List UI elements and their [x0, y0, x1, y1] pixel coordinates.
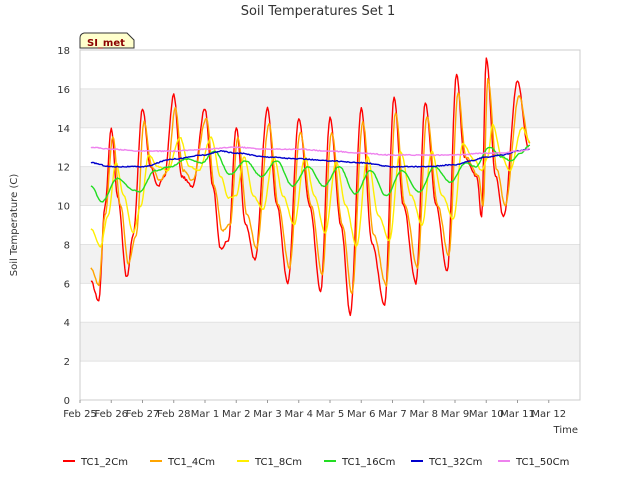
x-tick-label: Feb 25: [63, 409, 97, 420]
x-tick-label: Mar 8: [410, 409, 438, 420]
x-tick-label: Feb 28: [157, 409, 191, 420]
x-tick-label: Feb 27: [126, 409, 160, 420]
plot-band: [80, 361, 580, 400]
y-tick-label: 4: [64, 318, 70, 329]
x-tick-label: Mar 3: [253, 409, 281, 420]
plot-band: [80, 50, 580, 89]
plot-band: [80, 205, 580, 245]
y-tick-label: 2: [64, 357, 70, 368]
series-line-tc1-16cm: [90, 144, 531, 203]
badge-label: SI_met: [87, 38, 125, 49]
legend-label: TC1_32Cm: [428, 457, 482, 468]
badge-shape: [79, 32, 135, 49]
x-tick-label: Mar 9: [441, 409, 469, 420]
plot-band: [80, 88, 580, 128]
x-tick-label: Feb 26: [94, 409, 128, 420]
y-tick-label: 0: [64, 396, 70, 407]
x-axis-title: Time: [553, 425, 578, 436]
series-line-tc1-32cm: [90, 148, 530, 168]
x-tick-label: Mar 4: [285, 409, 313, 420]
y-tick-label: 6: [64, 279, 70, 290]
legend-label: TC1_50Cm: [515, 457, 569, 468]
y-axis-title: Soil Temperature (C): [9, 174, 20, 277]
x-tick-label: Mar 7: [378, 409, 406, 420]
plot-band: [80, 322, 580, 362]
legend-label: TC1_8Cm: [254, 457, 302, 468]
y-tick-label: 18: [57, 46, 70, 57]
legend-label: TC1_16Cm: [341, 457, 395, 468]
x-tick-label: Mar 10: [469, 409, 504, 420]
x-tick-label: Mar 6: [347, 409, 375, 420]
legend: TC1_2Cm TC1_4Cm TC1_8Cm TC1_16Cm TC1_32Cm TC1…: [63, 457, 569, 468]
series-line-tc1-50cm: [90, 146, 531, 157]
x-tick-label: Mar 12: [531, 409, 566, 420]
y-axis-ticks: 0 2 4 6 8 10 12 14 16 18: [57, 46, 70, 407]
y-tick-label: 14: [57, 124, 70, 135]
y-tick-label: 10: [57, 202, 70, 213]
plot-bands: [80, 50, 580, 400]
plot-band: [80, 283, 580, 323]
series-lines: [90, 57, 531, 317]
y-tick-label: 12: [57, 163, 70, 174]
x-tick-label: Mar 2: [222, 409, 250, 420]
y-tick-label: 8: [64, 240, 70, 251]
y-tick-label: 16: [57, 85, 70, 96]
legend-label: TC1_4Cm: [167, 457, 215, 468]
x-tick-label: Mar 5: [316, 409, 344, 420]
station-badge: SI_met: [79, 32, 135, 49]
legend-label: TC1_2Cm: [80, 457, 128, 468]
x-tick-label: Mar 1: [191, 409, 219, 420]
plot-band: [80, 244, 580, 284]
x-tick-label: Mar 11: [500, 409, 535, 420]
chart-title: Soil Temperatures Set 1: [241, 4, 396, 19]
series-line-tc1-4cm: [90, 77, 531, 295]
